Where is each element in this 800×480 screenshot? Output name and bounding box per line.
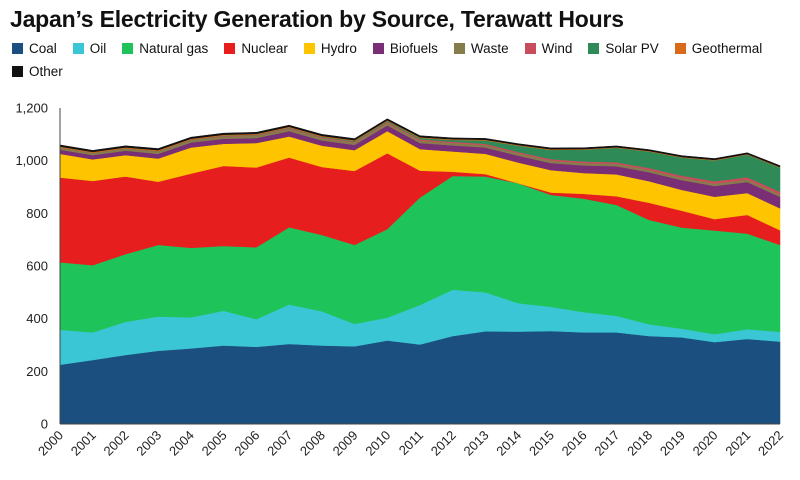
chart-legend: Coal Oil Natural gas Nuclear Hydro Biofuels Wa… bbox=[12, 40, 782, 80]
legend-label: Oil bbox=[89, 41, 107, 56]
legend-label: Biofuels bbox=[389, 41, 438, 56]
x-tick-label: 2008 bbox=[297, 428, 328, 459]
y-tick-label: 0 bbox=[41, 417, 48, 432]
legend-item-oil: Oil bbox=[72, 40, 107, 57]
x-tick-label: 2010 bbox=[362, 428, 393, 459]
legend-swatch bbox=[12, 43, 23, 54]
x-tick-label: 2015 bbox=[526, 428, 557, 459]
legend-swatch bbox=[588, 43, 600, 54]
y-tick-label: 600 bbox=[26, 259, 48, 274]
legend-item-solar-pv: Solar PV bbox=[588, 40, 659, 57]
legend-item-geothermal: Geothermal bbox=[674, 40, 763, 57]
legend-swatch bbox=[303, 43, 315, 54]
y-tick-label: 400 bbox=[26, 311, 48, 326]
legend-item-coal: Coal bbox=[12, 40, 57, 57]
legend-item-wind: Wind bbox=[524, 40, 573, 57]
legend-label: Waste bbox=[470, 41, 509, 56]
x-tick-label: 2013 bbox=[461, 428, 492, 459]
x-tick-label: 2004 bbox=[166, 428, 197, 459]
legend-label: Geothermal bbox=[691, 41, 763, 56]
x-tick-label: 2007 bbox=[264, 428, 295, 459]
y-tick-label: 800 bbox=[26, 206, 48, 221]
legend-label: Coal bbox=[29, 41, 57, 56]
x-tick-label: 2006 bbox=[231, 428, 262, 459]
x-tick-label: 2014 bbox=[493, 428, 524, 459]
x-tick-label: 2001 bbox=[68, 428, 99, 459]
legend-swatch bbox=[674, 43, 686, 54]
legend-swatch bbox=[372, 43, 384, 54]
x-tick-label: 2003 bbox=[133, 428, 164, 459]
x-tick-label: 2005 bbox=[199, 428, 230, 459]
legend-item-other: Other bbox=[12, 63, 63, 80]
x-tick-label: 2019 bbox=[657, 428, 688, 459]
legend-item-nuclear: Nuclear bbox=[224, 40, 288, 57]
x-tick-label: 2016 bbox=[559, 428, 590, 459]
x-tick-label: 2009 bbox=[330, 428, 361, 459]
legend-label: Natural gas bbox=[139, 41, 209, 56]
legend-item-hydro: Hydro bbox=[303, 40, 357, 57]
y-tick-label: 200 bbox=[26, 364, 48, 379]
legend-item-waste: Waste bbox=[453, 40, 509, 57]
x-tick-label: 2000 bbox=[35, 428, 66, 459]
legend-swatch bbox=[524, 43, 536, 54]
x-tick-label: 2020 bbox=[690, 428, 721, 459]
legend-label: Wind bbox=[541, 41, 573, 56]
x-tick-label: 2012 bbox=[428, 428, 459, 459]
x-tick-label: 2021 bbox=[722, 428, 753, 459]
legend-label: Nuclear bbox=[241, 41, 288, 56]
x-tick-label: 2022 bbox=[755, 428, 786, 459]
x-tick-label: 2018 bbox=[624, 428, 655, 459]
legend-swatch bbox=[122, 43, 134, 54]
legend-item-biofuels: Biofuels bbox=[372, 40, 438, 57]
legend-label: Hydro bbox=[320, 41, 357, 56]
legend-item-natural-gas: Natural gas bbox=[122, 40, 208, 57]
legend-swatch bbox=[224, 43, 236, 54]
area-other bbox=[59, 118, 781, 168]
y-tick-label: 1,000 bbox=[15, 153, 48, 168]
legend-swatch bbox=[453, 43, 465, 54]
x-tick-label: 2002 bbox=[101, 428, 132, 459]
chart-title: Japan’s Electricity Generation by Source… bbox=[10, 6, 624, 32]
legend-swatch bbox=[72, 43, 84, 54]
x-tick-label: 2017 bbox=[591, 428, 622, 459]
legend-label: Other bbox=[29, 64, 63, 79]
legend-swatch bbox=[12, 66, 23, 77]
y-tick-label: 1,200 bbox=[15, 101, 48, 116]
legend-label: Solar PV bbox=[605, 41, 659, 56]
x-tick-label: 2011 bbox=[396, 428, 426, 458]
